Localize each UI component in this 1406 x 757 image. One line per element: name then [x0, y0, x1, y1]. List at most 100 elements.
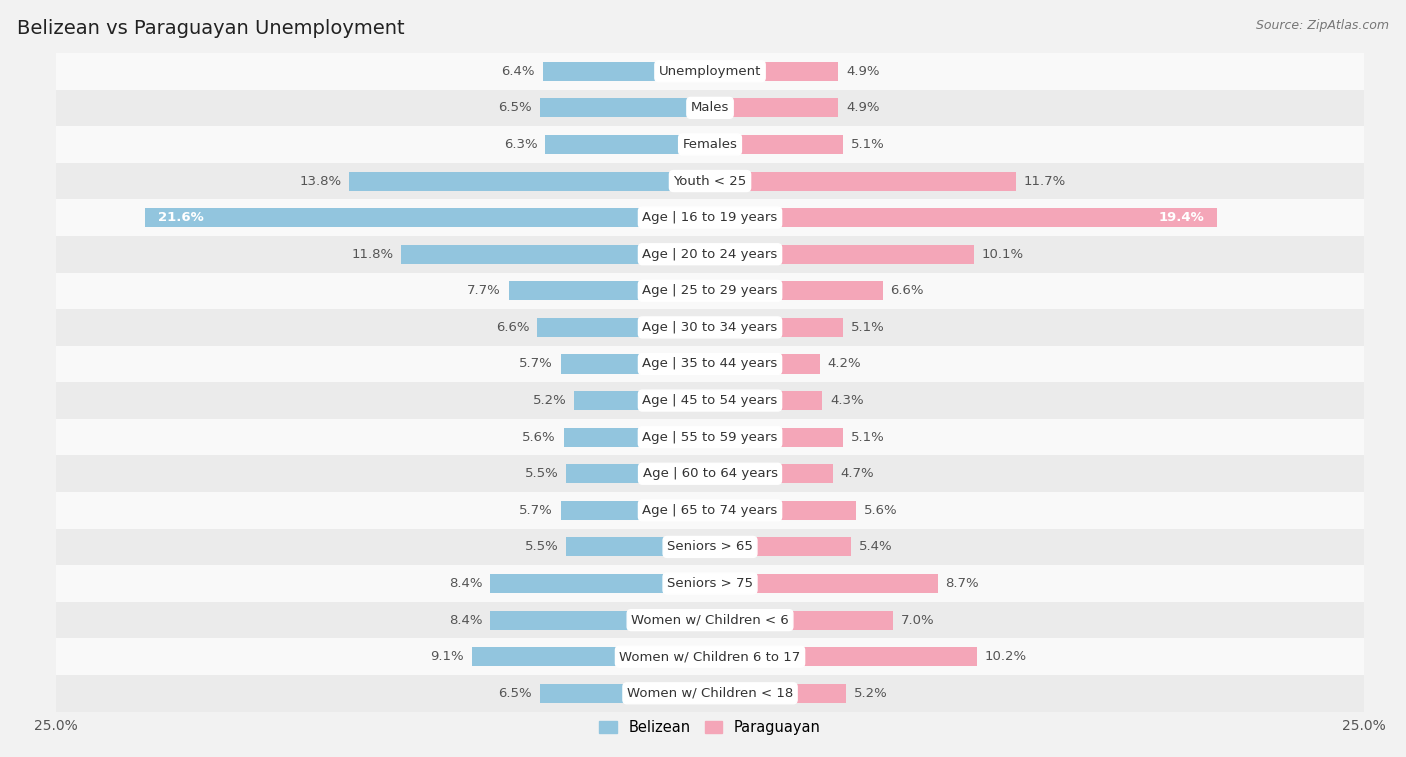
Text: 5.1%: 5.1%	[851, 321, 884, 334]
Text: Youth < 25: Youth < 25	[673, 175, 747, 188]
Text: 4.7%: 4.7%	[841, 467, 875, 480]
Bar	[710, 245, 974, 263]
Bar	[491, 574, 710, 593]
Bar	[56, 309, 1364, 346]
Bar	[710, 62, 838, 81]
Bar	[710, 574, 938, 593]
Bar	[710, 318, 844, 337]
Bar	[509, 282, 710, 301]
Bar	[710, 464, 832, 483]
Bar	[710, 98, 838, 117]
Text: Source: ZipAtlas.com: Source: ZipAtlas.com	[1256, 19, 1389, 32]
Text: 10.1%: 10.1%	[981, 248, 1024, 260]
Text: Age | 20 to 24 years: Age | 20 to 24 years	[643, 248, 778, 260]
Text: Seniors > 75: Seniors > 75	[666, 577, 754, 590]
Text: 5.5%: 5.5%	[524, 467, 558, 480]
Text: 7.7%: 7.7%	[467, 285, 501, 298]
Text: 5.4%: 5.4%	[859, 540, 893, 553]
Text: 8.4%: 8.4%	[449, 614, 482, 627]
Bar	[56, 492, 1364, 528]
Text: 4.9%: 4.9%	[846, 101, 880, 114]
Text: Females: Females	[682, 138, 738, 151]
Text: 5.7%: 5.7%	[519, 504, 553, 517]
Bar	[564, 428, 710, 447]
Bar	[537, 318, 710, 337]
Bar	[56, 53, 1364, 89]
Bar	[56, 602, 1364, 638]
Text: Age | 55 to 59 years: Age | 55 to 59 years	[643, 431, 778, 444]
Bar	[710, 391, 823, 410]
Text: 6.4%: 6.4%	[502, 65, 534, 78]
Text: 4.2%: 4.2%	[828, 357, 862, 370]
Bar	[56, 163, 1364, 199]
Text: 5.7%: 5.7%	[519, 357, 553, 370]
Bar	[56, 675, 1364, 712]
Bar	[710, 282, 883, 301]
Bar	[710, 647, 977, 666]
Bar	[56, 89, 1364, 126]
Bar	[710, 208, 1218, 227]
Text: 6.5%: 6.5%	[499, 687, 533, 699]
Text: 13.8%: 13.8%	[299, 175, 342, 188]
Text: 6.6%: 6.6%	[496, 321, 530, 334]
Bar	[56, 528, 1364, 565]
Text: 19.4%: 19.4%	[1159, 211, 1205, 224]
Bar	[56, 199, 1364, 236]
Bar	[710, 135, 844, 154]
Text: 6.6%: 6.6%	[890, 285, 924, 298]
Text: Seniors > 65: Seniors > 65	[666, 540, 754, 553]
Text: 11.8%: 11.8%	[352, 248, 394, 260]
Text: 10.2%: 10.2%	[984, 650, 1026, 663]
Bar	[145, 208, 710, 227]
Bar	[56, 346, 1364, 382]
Bar	[349, 172, 710, 191]
Bar	[710, 537, 851, 556]
Bar	[574, 391, 710, 410]
Text: 5.2%: 5.2%	[533, 394, 567, 407]
Bar	[710, 611, 893, 630]
Text: Age | 45 to 54 years: Age | 45 to 54 years	[643, 394, 778, 407]
Bar	[540, 98, 710, 117]
Bar	[56, 565, 1364, 602]
Text: 5.5%: 5.5%	[524, 540, 558, 553]
Bar	[56, 456, 1364, 492]
Text: Age | 16 to 19 years: Age | 16 to 19 years	[643, 211, 778, 224]
Text: 6.3%: 6.3%	[503, 138, 537, 151]
Bar	[56, 382, 1364, 419]
Bar	[543, 62, 710, 81]
Bar	[567, 464, 710, 483]
Bar	[56, 419, 1364, 456]
Bar	[561, 501, 710, 520]
Bar	[561, 354, 710, 373]
Text: 21.6%: 21.6%	[159, 211, 204, 224]
Text: 11.7%: 11.7%	[1024, 175, 1066, 188]
Text: 5.2%: 5.2%	[853, 687, 887, 699]
Bar	[546, 135, 710, 154]
Text: Males: Males	[690, 101, 730, 114]
Bar	[491, 611, 710, 630]
Bar	[567, 537, 710, 556]
Text: 7.0%: 7.0%	[901, 614, 935, 627]
Text: 9.1%: 9.1%	[430, 650, 464, 663]
Text: 5.6%: 5.6%	[865, 504, 898, 517]
Bar	[710, 428, 844, 447]
Text: 5.1%: 5.1%	[851, 138, 884, 151]
Text: 5.6%: 5.6%	[522, 431, 555, 444]
Bar	[540, 684, 710, 702]
Bar	[710, 501, 856, 520]
Text: 4.9%: 4.9%	[846, 65, 880, 78]
Legend: Belizean, Paraguayan: Belizean, Paraguayan	[593, 714, 827, 740]
Text: Women w/ Children 6 to 17: Women w/ Children 6 to 17	[620, 650, 800, 663]
Text: Age | 25 to 29 years: Age | 25 to 29 years	[643, 285, 778, 298]
Bar	[56, 126, 1364, 163]
Text: 8.4%: 8.4%	[449, 577, 482, 590]
Text: Age | 60 to 64 years: Age | 60 to 64 years	[643, 467, 778, 480]
Text: 8.7%: 8.7%	[945, 577, 979, 590]
Bar	[402, 245, 710, 263]
Text: Women w/ Children < 18: Women w/ Children < 18	[627, 687, 793, 699]
Bar	[472, 647, 710, 666]
Text: 4.3%: 4.3%	[831, 394, 863, 407]
Text: Age | 35 to 44 years: Age | 35 to 44 years	[643, 357, 778, 370]
Bar	[710, 172, 1017, 191]
Bar	[56, 638, 1364, 675]
